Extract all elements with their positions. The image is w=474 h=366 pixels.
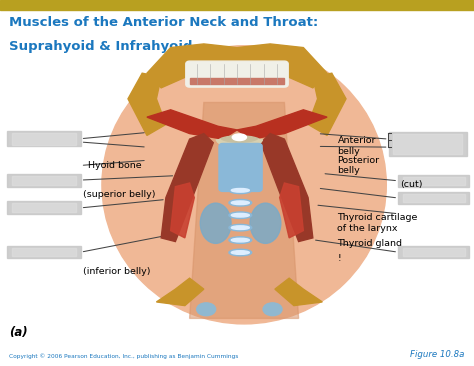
Bar [403,248,465,256]
Ellipse shape [229,187,252,194]
Bar [7,131,81,146]
Ellipse shape [197,303,216,315]
Bar [12,176,76,185]
Text: (cut): (cut) [401,180,423,189]
Text: Anterior
belly: Anterior belly [337,136,376,156]
Polygon shape [190,102,299,318]
Polygon shape [128,73,166,135]
Ellipse shape [229,224,252,231]
Ellipse shape [229,237,252,243]
Polygon shape [147,44,327,88]
Polygon shape [161,134,213,242]
Bar [0,0,474,10]
Ellipse shape [231,213,249,217]
Text: Thyroid gland: Thyroid gland [337,239,402,248]
Bar [12,133,76,145]
Text: Thyroid cartilage
of the larynx: Thyroid cartilage of the larynx [337,213,418,233]
Text: !: ! [337,254,341,262]
Bar [12,203,76,212]
Polygon shape [237,110,327,139]
Bar [12,248,76,256]
Bar [7,246,81,258]
Text: Posterior
belly: Posterior belly [337,156,380,175]
Polygon shape [261,134,313,242]
Bar [190,78,284,84]
Ellipse shape [102,46,386,324]
Ellipse shape [231,201,249,205]
Bar [7,174,81,187]
Ellipse shape [231,226,249,229]
Ellipse shape [229,212,252,219]
Text: Suprahyoid & Infrahyoid: Suprahyoid & Infrahyoid [9,40,193,53]
Polygon shape [171,183,194,238]
Ellipse shape [218,136,261,147]
Ellipse shape [229,249,252,256]
Polygon shape [308,73,346,135]
Text: Hyoid bone: Hyoid bone [88,161,141,170]
Bar [403,177,465,185]
Bar [398,175,469,187]
Ellipse shape [232,134,246,141]
Ellipse shape [231,188,249,192]
FancyBboxPatch shape [186,61,288,87]
Text: Muscles of the Anterior Neck and Throat:: Muscles of the Anterior Neck and Throat: [9,16,319,30]
Ellipse shape [231,238,249,242]
Text: (inferior belly): (inferior belly) [83,267,150,276]
Bar [393,134,462,154]
Text: (superior belly): (superior belly) [83,190,155,199]
Polygon shape [156,278,204,306]
Ellipse shape [250,203,281,243]
Polygon shape [147,110,237,139]
FancyBboxPatch shape [219,143,262,191]
Ellipse shape [263,303,282,315]
Ellipse shape [200,203,231,243]
Ellipse shape [229,199,252,206]
Bar [398,246,469,258]
Bar [403,194,465,202]
Bar [7,201,81,214]
Text: Figure 10.8a: Figure 10.8a [410,350,465,359]
Polygon shape [275,278,322,306]
Ellipse shape [231,251,249,254]
Polygon shape [280,183,303,238]
Bar [389,132,467,156]
Bar [398,192,469,204]
Text: (a): (a) [9,325,28,339]
Text: Copyright © 2006 Pearson Education, Inc., publishing as Benjamin Cummings: Copyright © 2006 Pearson Education, Inc.… [9,354,239,359]
